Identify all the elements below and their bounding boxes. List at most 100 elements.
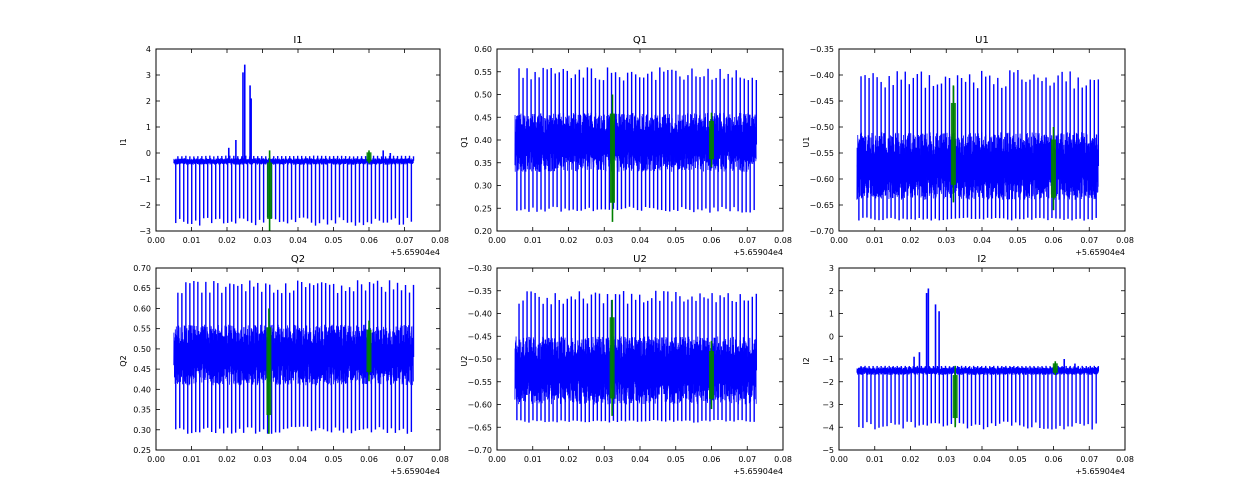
x-tick-label: 0.04 [289, 236, 307, 245]
plot-area [173, 64, 415, 231]
subplot-Q2: 0.00 0.01 0.02 0.03 0.04 0.05 0.06 0.07 0.08 0.25… [119, 254, 449, 476]
x-tick-label: 0.04 [973, 236, 991, 245]
y-tick-label: 0.55 [474, 68, 492, 77]
series-green-band-1 [366, 329, 372, 373]
x-tick-label: 0.03 [595, 236, 613, 245]
y-tick-label: 0.65 [133, 284, 151, 293]
x-tick-label: 0.06 [360, 455, 378, 464]
x-tick-label: 0.07 [396, 236, 414, 245]
x-tick-label: 0.00 [147, 455, 165, 464]
subplot-U1: 0.00 0.01 0.02 0.03 0.04 0.05 0.06 0.07 0.08 −0.7… [802, 35, 1134, 257]
y-tick-label: −1 [822, 355, 834, 364]
y-tick-label: −0.65 [467, 423, 492, 432]
subplot-title: I2 [977, 254, 986, 265]
y-tick-label: 0.40 [474, 136, 492, 145]
y-tick-label: −0.30 [467, 264, 492, 273]
y-tick-label: −2 [822, 378, 834, 387]
x-tick-label: 0.05 [1009, 455, 1027, 464]
y-tick-label: −3 [139, 227, 151, 236]
x-tick-label: 0.04 [631, 455, 649, 464]
y-tick-label: −0.60 [809, 175, 834, 184]
y-tick-label: 0 [829, 332, 834, 341]
y-tick-label: −0.65 [809, 201, 834, 210]
plot-area [856, 288, 1100, 430]
x-tick-label: 0.02 [560, 236, 578, 245]
y-tick-label: 0.40 [133, 385, 151, 394]
series-green-band-0 [266, 327, 272, 416]
y-tick-label: 0.50 [474, 91, 492, 100]
plot-area [514, 290, 758, 423]
x-tick-label: 0.05 [667, 236, 685, 245]
x-offset-label: +5.65904e4 [733, 467, 783, 476]
x-offset-label: +5.65904e4 [733, 248, 783, 257]
x-offset-label: +5.65904e4 [1075, 248, 1125, 257]
x-tick-label: 0.03 [937, 455, 955, 464]
series-green-band-1 [1051, 139, 1056, 198]
y-tick-label: −5 [822, 446, 834, 455]
x-tick-label: 0.03 [937, 236, 955, 245]
axes-frame [155, 48, 441, 232]
y-tick-label: 0.20 [474, 227, 492, 236]
y-tick-label: −0.50 [467, 355, 492, 364]
subplot-U2: 0.00 0.01 0.02 0.03 0.04 0.05 0.06 0.07 0.08 −0.7… [460, 254, 792, 476]
x-tick-label: 0.05 [667, 455, 685, 464]
x-tick-label: 0.05 [325, 455, 343, 464]
x-tick-label: 0.06 [703, 236, 721, 245]
x-tick-label: 0.04 [631, 236, 649, 245]
y-tick-label: −0.50 [809, 123, 834, 132]
x-tick-label: 0.06 [1045, 455, 1063, 464]
y-tick-label: 0.35 [474, 159, 492, 168]
x-tick-label: 0.06 [1045, 236, 1063, 245]
x-tick-label: 0.07 [1080, 236, 1098, 245]
x-tick-label: 0.02 [218, 236, 236, 245]
x-tick-label: 0.02 [902, 236, 920, 245]
subplot-title: Q2 [291, 254, 305, 265]
x-tick-label: 0.08 [431, 455, 449, 464]
y-axis-label: U1 [802, 137, 811, 148]
axes-frame [838, 267, 1126, 451]
y-tick-label: −0.55 [467, 378, 492, 387]
y-tick-label: −0.55 [809, 149, 834, 158]
x-tick-label: 0.02 [218, 455, 236, 464]
y-tick-label: 0.30 [133, 426, 151, 435]
y-tick-label: 0.30 [474, 182, 492, 191]
x-tick-label: 0.05 [1009, 236, 1027, 245]
y-tick-label: −2 [139, 201, 151, 210]
series-green-band-1 [709, 120, 714, 160]
y-tick-label: 3 [829, 264, 834, 273]
x-tick-label: 0.01 [183, 455, 201, 464]
series-green-band-1 [709, 351, 714, 399]
x-tick-label: 0.06 [703, 455, 721, 464]
y-tick-label: −0.70 [809, 227, 834, 236]
x-tick-label: 0.00 [147, 236, 165, 245]
y-tick-label: 0.25 [133, 446, 151, 455]
x-tick-label: 0.01 [866, 455, 884, 464]
y-tick-label: 0.60 [133, 304, 151, 313]
y-axis-label: Q1 [460, 136, 469, 147]
subplot-title: Q1 [633, 35, 647, 46]
x-tick-label: 0.07 [396, 455, 414, 464]
x-tick-label: 0.01 [183, 236, 201, 245]
subplot-title: U1 [975, 35, 989, 46]
y-tick-label: 1 [829, 310, 834, 319]
y-tick-label: −0.35 [467, 287, 492, 296]
y-tick-label: 1 [146, 123, 151, 132]
subplot-I1: 0.00 0.01 0.02 0.03 0.04 0.05 0.06 0.07 0.08 −3 −2… [119, 35, 449, 257]
series-green-band-1 [1052, 363, 1058, 373]
y-tick-label: −0.40 [467, 310, 492, 319]
x-tick-label: 0.08 [774, 455, 792, 464]
y-tick-label: −0.35 [809, 45, 834, 54]
series-green-band-0 [267, 162, 273, 219]
y-tick-label: 0 [146, 149, 151, 158]
x-tick-label: 0.08 [1116, 236, 1134, 245]
x-tick-label: 0.02 [560, 455, 578, 464]
x-tick-label: 0.01 [524, 236, 542, 245]
x-tick-label: 0.00 [488, 236, 506, 245]
subplot-title: I1 [293, 35, 302, 46]
y-tick-label: 0.60 [474, 45, 492, 54]
y-axis-label: Q2 [119, 355, 128, 366]
x-offset-label: +5.65904e4 [1075, 467, 1125, 476]
y-tick-label: 2 [146, 97, 151, 106]
y-tick-label: −0.45 [809, 97, 834, 106]
series-green-band-1 [366, 152, 372, 162]
